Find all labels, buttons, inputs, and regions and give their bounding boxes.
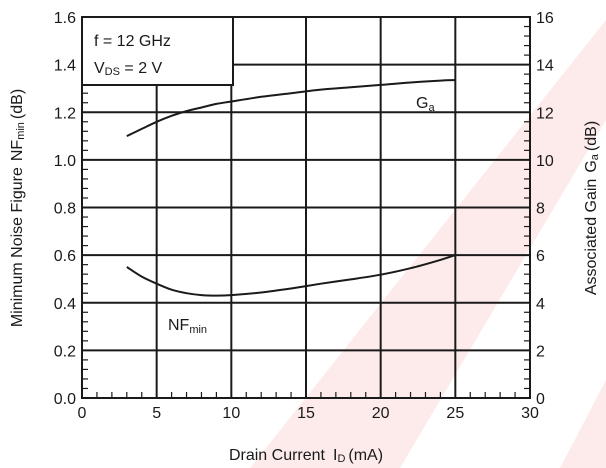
- x-tick-label: 20: [372, 405, 390, 422]
- series-lines: [126, 79, 456, 297]
- y-right-tick-label: 14: [536, 58, 554, 75]
- y-right-axis-title: Associated GainGa(dB): [583, 121, 601, 295]
- y-right-tick-label: 0: [536, 391, 545, 408]
- y-right-tick-label: 12: [536, 105, 554, 122]
- series-label-nfmin: NFmin: [168, 317, 207, 336]
- x-tick-label: 30: [521, 405, 539, 422]
- y-left-tick-labels: 0.0 0.2 0.4 0.6 0.8 1.0 1.2 1.4 1.6: [54, 10, 76, 408]
- y-right-tick-label: 6: [536, 248, 545, 265]
- series-line-nfmin: [126, 254, 456, 297]
- y-left-axis-title: Minimum Noise FigureNFmin(dB): [9, 89, 27, 327]
- series-line-ga: [126, 79, 456, 138]
- y-left-tick-label: 0.6: [54, 248, 76, 265]
- x-tick-label: 5: [152, 405, 161, 422]
- condition-frequency: f = 12 GHz: [94, 33, 171, 50]
- y-left-tick-label: 0.0: [54, 391, 76, 408]
- x-tick-labels: 0 5 10 15 20 25 30: [78, 405, 539, 422]
- y-left-tick-label: 0.8: [54, 201, 76, 218]
- y-right-tick-label: 4: [536, 296, 545, 313]
- x-axis-title: Drain Current ID (mA): [229, 447, 383, 465]
- y-right-tick-label: 2: [536, 343, 545, 360]
- x-tick-label: 0: [78, 405, 87, 422]
- plot-frame: [81, 16, 531, 399]
- x-tick-label: 25: [446, 405, 464, 422]
- conditions-box: [81, 16, 234, 86]
- y-left-tick-label: 1.0: [54, 153, 76, 170]
- y-left-tick-label: 1.4: [54, 58, 76, 75]
- series-label-ga: Ga: [416, 95, 435, 114]
- y-left-tick-label: 1.2: [54, 105, 76, 122]
- y-left-tick-label: 1.6: [54, 10, 76, 27]
- y-right-tick-label: 10: [536, 153, 554, 170]
- y-left-tick-label: 0.2: [54, 343, 76, 360]
- x-tick-label: 15: [297, 405, 315, 422]
- y-right-tick-labels: 0 2 4 6 8 10 12 14 16: [536, 10, 554, 408]
- y-right-tick-label: 8: [536, 201, 545, 218]
- y-left-tick-label: 0.4: [54, 296, 76, 313]
- condition-vds: VDS = 2 V: [94, 60, 163, 78]
- watermark: [250, 20, 606, 468]
- x-tick-label: 10: [222, 405, 240, 422]
- y-right-tick-label: 16: [536, 10, 554, 27]
